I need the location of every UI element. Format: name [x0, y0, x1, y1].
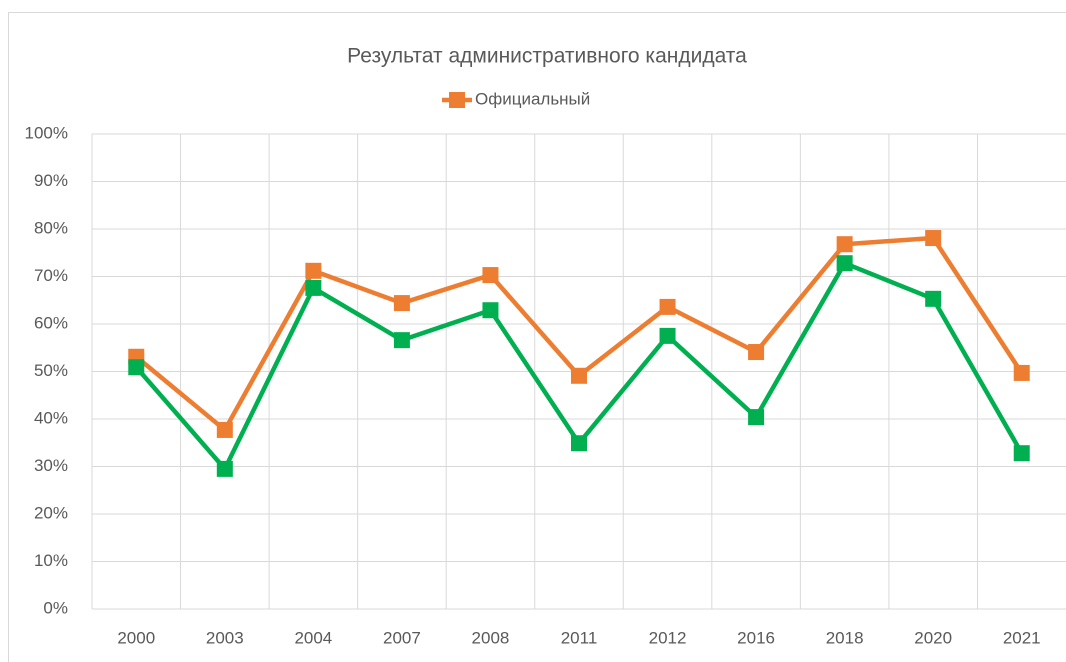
chart-border: [8, 12, 1066, 662]
marker: [305, 279, 322, 296]
x-tick-label: 2021: [1003, 628, 1041, 647]
x-tick-label: 2003: [206, 628, 244, 647]
x-tick-label: 2004: [294, 628, 332, 647]
y-tick-label: 10%: [34, 551, 68, 570]
y-tick-label: 60%: [34, 313, 68, 332]
y-tick-label: 40%: [34, 408, 68, 427]
y-tick-label: 50%: [34, 361, 68, 380]
x-tick-label: 2016: [737, 628, 775, 647]
marker: [128, 359, 145, 376]
y-tick-label: 90%: [34, 171, 68, 190]
marker: [748, 409, 765, 426]
chart-title: Результат административного кандидата: [347, 45, 747, 68]
marker: [1013, 445, 1030, 462]
y-tick-label: 70%: [34, 266, 68, 285]
marker: [1013, 364, 1030, 381]
marker: [659, 298, 676, 315]
marker: [482, 302, 499, 319]
x-tick-label: 2000: [117, 628, 155, 647]
x-tick-label: 2007: [383, 628, 421, 647]
legend-marker: [449, 92, 465, 108]
y-tick-label: 100%: [25, 123, 68, 142]
marker: [571, 435, 587, 452]
marker: [748, 344, 765, 361]
marker: [305, 262, 322, 279]
marker: [393, 332, 410, 349]
x-tick-label: 2018: [826, 628, 864, 647]
y-tick-label: 80%: [34, 218, 68, 237]
marker: [925, 290, 942, 307]
x-tick-label: 2012: [649, 628, 687, 647]
marker: [393, 295, 410, 312]
x-tick-label: 2011: [561, 628, 598, 647]
y-tick-label: 20%: [34, 503, 68, 522]
y-tick-label: 30%: [34, 456, 68, 475]
marker: [925, 230, 942, 247]
y-tick-label: 0%: [43, 598, 68, 617]
marker: [836, 255, 853, 272]
marker: [659, 327, 676, 344]
marker: [836, 236, 853, 253]
legend-label: Официальный: [475, 89, 590, 108]
marker: [482, 267, 499, 284]
x-tick-label: 2008: [472, 628, 510, 647]
marker: [571, 367, 587, 384]
x-tick-label: 2020: [914, 628, 952, 647]
marker: [216, 421, 233, 438]
marker: [216, 460, 233, 477]
